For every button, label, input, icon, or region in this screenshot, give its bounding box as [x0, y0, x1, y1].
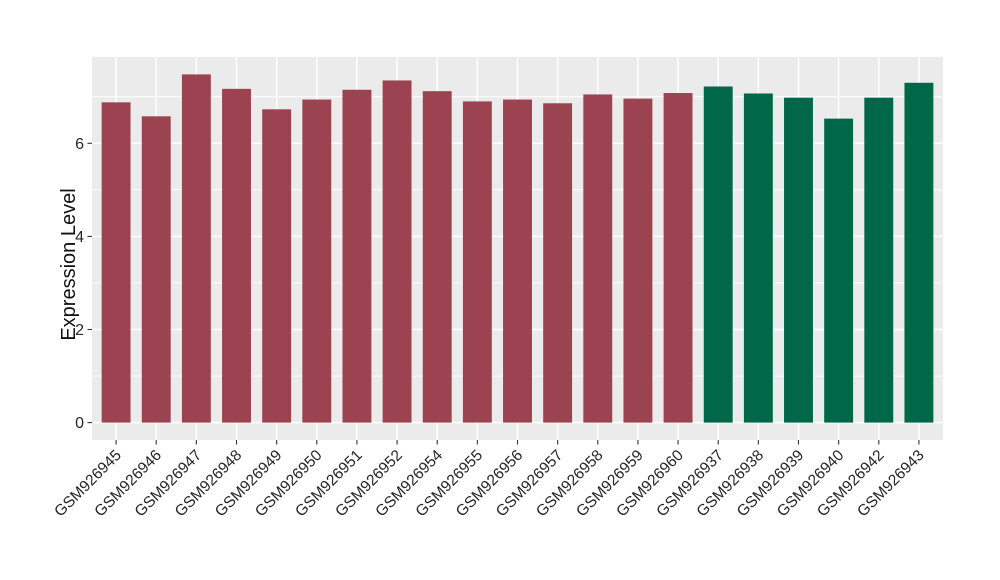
bar-GSM926960: [663, 93, 693, 423]
bar-GSM926937: [703, 86, 733, 423]
bar-GSM926952: [382, 80, 412, 423]
bar-GSM926955: [462, 101, 492, 423]
bar-GSM926938: [743, 93, 773, 423]
bar-GSM926942: [864, 97, 894, 423]
bar-GSM926958: [583, 94, 613, 423]
bar-GSM926939: [784, 97, 813, 423]
y-tick-label: 6: [75, 136, 84, 153]
bar-GSM926940: [824, 118, 854, 423]
bar-GSM926943: [904, 82, 934, 423]
y-axis-title: Expression Level: [58, 188, 80, 340]
bar-GSM926959: [623, 98, 653, 423]
bar-GSM926956: [503, 99, 532, 423]
bar-GSM926950: [302, 99, 332, 423]
bar-GSM926948: [222, 88, 251, 423]
bar-GSM926954: [422, 91, 452, 423]
bar-GSM926946: [141, 116, 171, 423]
bar-GSM926947: [181, 74, 211, 423]
bar-GSM926957: [543, 103, 573, 423]
bar-GSM926949: [262, 109, 292, 423]
bar-GSM926945: [101, 102, 131, 423]
y-tick-label: 4: [75, 229, 84, 246]
bar-GSM926951: [342, 89, 372, 423]
y-tick-label: 2: [75, 322, 84, 339]
y-tick-label: 0: [75, 415, 84, 432]
